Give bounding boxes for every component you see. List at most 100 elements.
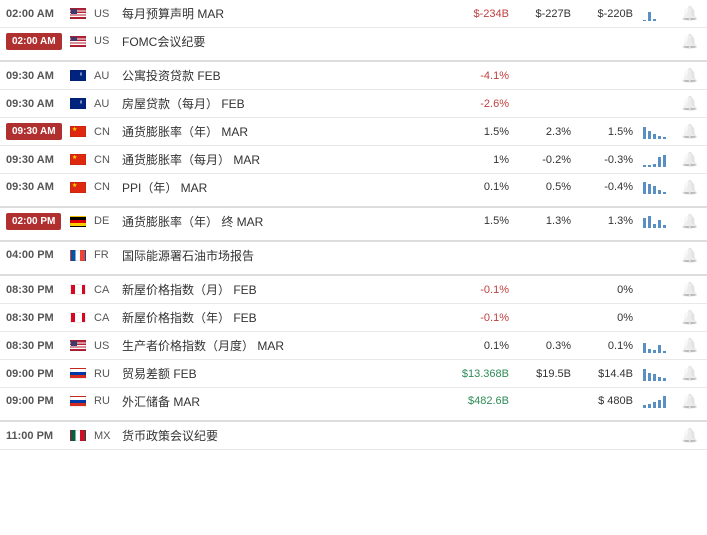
calendar-row[interactable]: 02:00 AMUS每月预算声明 MAR$-234B$-227B$-220B🔔 (0, 0, 707, 28)
spark-bar (658, 377, 661, 381)
country-code: US (94, 35, 122, 47)
event-title[interactable]: 房屋贷款（每月） FEB (122, 95, 451, 112)
bell-icon[interactable]: 🔔 (679, 393, 701, 410)
calendar-row[interactable]: 09:00 PMRU外汇储备 MAR$482.6B$ 480B🔔 (0, 388, 707, 422)
value-3: 0% (575, 284, 637, 296)
cn-flag-icon (70, 126, 86, 137)
sparkline[interactable] (637, 69, 679, 83)
event-title[interactable]: 货币政策会议纪要 (122, 427, 451, 444)
flag-cell (70, 98, 94, 109)
event-title[interactable]: PPI（年） MAR (122, 179, 451, 196)
sparkline[interactable] (637, 180, 679, 194)
value-1: -0.1% (451, 284, 513, 296)
sparkline[interactable] (637, 7, 679, 21)
time-badge: 09:30 AM (6, 123, 62, 140)
calendar-row[interactable]: 09:30 AMCN通货膨胀率（每月） MAR1%-0.2%-0.3%🔔 (0, 146, 707, 174)
spark-bar (663, 378, 666, 381)
calendar-row[interactable]: 02:00 PMDE通货膨胀率（年） 终 MAR1.5%1.3%1.3%🔔 (0, 208, 707, 242)
sparkline[interactable] (637, 97, 679, 111)
calendar-row[interactable]: 09:30 AMCN通货膨胀率（年） MAR1.5%2.3%1.5%🔔 (0, 118, 707, 146)
bell-icon[interactable]: 🔔 (679, 123, 701, 140)
au-flag-icon (70, 70, 86, 81)
event-title[interactable]: 新屋价格指数（年） FEB (122, 309, 451, 326)
spark-bar (658, 157, 661, 167)
event-title[interactable]: 通货膨胀率（年） 终 MAR (122, 213, 451, 230)
event-title[interactable]: 每月预算声明 MAR (122, 5, 451, 22)
bell-icon[interactable]: 🔔 (679, 213, 701, 230)
time-cell: 08:30 PM (6, 312, 70, 324)
event-title[interactable]: 新屋价格指数（月） FEB (122, 281, 451, 298)
spark-bar (658, 136, 661, 139)
country-code: CA (94, 312, 122, 324)
sparkline[interactable] (637, 248, 679, 262)
calendar-row[interactable]: 04:00 PMFR国际能源署石油市场报告🔔 (0, 242, 707, 276)
calendar-row[interactable]: 08:30 PMUS生产者价格指数（月度） MAR0.1%0.3%0.1%🔔 (0, 332, 707, 360)
sparkline[interactable] (637, 311, 679, 325)
event-title[interactable]: FOMC会议纪要 (122, 33, 451, 50)
spark-bar (663, 396, 666, 408)
event-title[interactable]: 贸易差额 FEB (122, 365, 451, 382)
bell-icon[interactable]: 🔔 (679, 281, 701, 298)
spark-bar (653, 164, 656, 167)
bell-icon[interactable]: 🔔 (679, 67, 701, 84)
value-2: 0.5% (513, 181, 575, 193)
value-2: 2.3% (513, 126, 575, 138)
sparkline[interactable] (637, 153, 679, 167)
sparkline[interactable] (637, 367, 679, 381)
event-title[interactable]: 通货膨胀率（年） MAR (122, 123, 451, 140)
time-cell: 02:00 AM (6, 8, 70, 20)
time-cell: 09:00 PM (6, 368, 70, 380)
bell-icon[interactable]: 🔔 (679, 427, 701, 444)
spark-bar (653, 402, 656, 408)
sparkline[interactable] (637, 214, 679, 228)
sparkline[interactable] (637, 283, 679, 297)
bell-icon[interactable]: 🔔 (679, 151, 701, 168)
flag-cell (70, 182, 94, 193)
spark-bar (648, 184, 651, 194)
spark-bar (648, 12, 651, 21)
calendar-row[interactable]: 09:30 AMAU房屋贷款（每月） FEB-2.6%🔔 (0, 90, 707, 118)
bell-icon[interactable]: 🔔 (679, 33, 701, 50)
bell-icon[interactable]: 🔔 (679, 337, 701, 354)
bell-icon[interactable]: 🔔 (679, 309, 701, 326)
calendar-row[interactable]: 11:00 PMMX货币政策会议纪要🔔 (0, 422, 707, 450)
calendar-row[interactable]: 08:30 PMCA新屋价格指数（月） FEB-0.1%0%🔔 (0, 276, 707, 304)
spark-bar (643, 182, 646, 194)
country-code: CA (94, 284, 122, 296)
calendar-row[interactable]: 08:30 PMCA新屋价格指数（年） FEB-0.1%0%🔔 (0, 304, 707, 332)
bell-icon[interactable]: 🔔 (679, 247, 701, 264)
bell-icon[interactable]: 🔔 (679, 5, 701, 22)
ca-flag-icon (70, 312, 86, 323)
calendar-row[interactable]: 02:00 AMUSFOMC会议纪要🔔 (0, 28, 707, 62)
spark-bar (653, 134, 656, 139)
event-title[interactable]: 公寓投资贷款 FEB (122, 67, 451, 84)
event-title[interactable]: 国际能源署石油市场报告 (122, 247, 451, 264)
country-code: AU (94, 98, 122, 110)
spark-bar (658, 220, 661, 228)
value-2: 1.3% (513, 215, 575, 227)
value-2: -0.2% (513, 154, 575, 166)
spark-bar (648, 131, 651, 139)
fr-flag-icon (70, 250, 86, 261)
bell-icon[interactable]: 🔔 (679, 179, 701, 196)
value-1: 1.5% (451, 215, 513, 227)
calendar-row[interactable]: 09:30 AMAU公寓投资贷款 FEB-4.1%🔔 (0, 62, 707, 90)
sparkline[interactable] (637, 125, 679, 139)
time-cell: 08:30 PM (6, 340, 70, 352)
calendar-row[interactable]: 09:00 PMRU贸易差额 FEB$13.368B$19.5B$14.4B🔔 (0, 360, 707, 388)
flag-cell (70, 312, 94, 323)
value-3: 1.3% (575, 215, 637, 227)
bell-icon[interactable]: 🔔 (679, 365, 701, 382)
calendar-row[interactable]: 09:30 AMCNPPI（年） MAR0.1%0.5%-0.4%🔔 (0, 174, 707, 208)
event-title[interactable]: 生产者价格指数（月度） MAR (122, 337, 451, 354)
sparkline[interactable] (637, 339, 679, 353)
event-title[interactable]: 通货膨胀率（每月） MAR (122, 151, 451, 168)
bell-icon[interactable]: 🔔 (679, 95, 701, 112)
sparkline[interactable] (637, 394, 679, 408)
event-title[interactable]: 外汇储备 MAR (122, 393, 451, 410)
au-flag-icon (70, 98, 86, 109)
spark-bar (663, 155, 666, 167)
sparkline[interactable] (637, 34, 679, 48)
country-code: CN (94, 154, 122, 166)
sparkline[interactable] (637, 429, 679, 443)
